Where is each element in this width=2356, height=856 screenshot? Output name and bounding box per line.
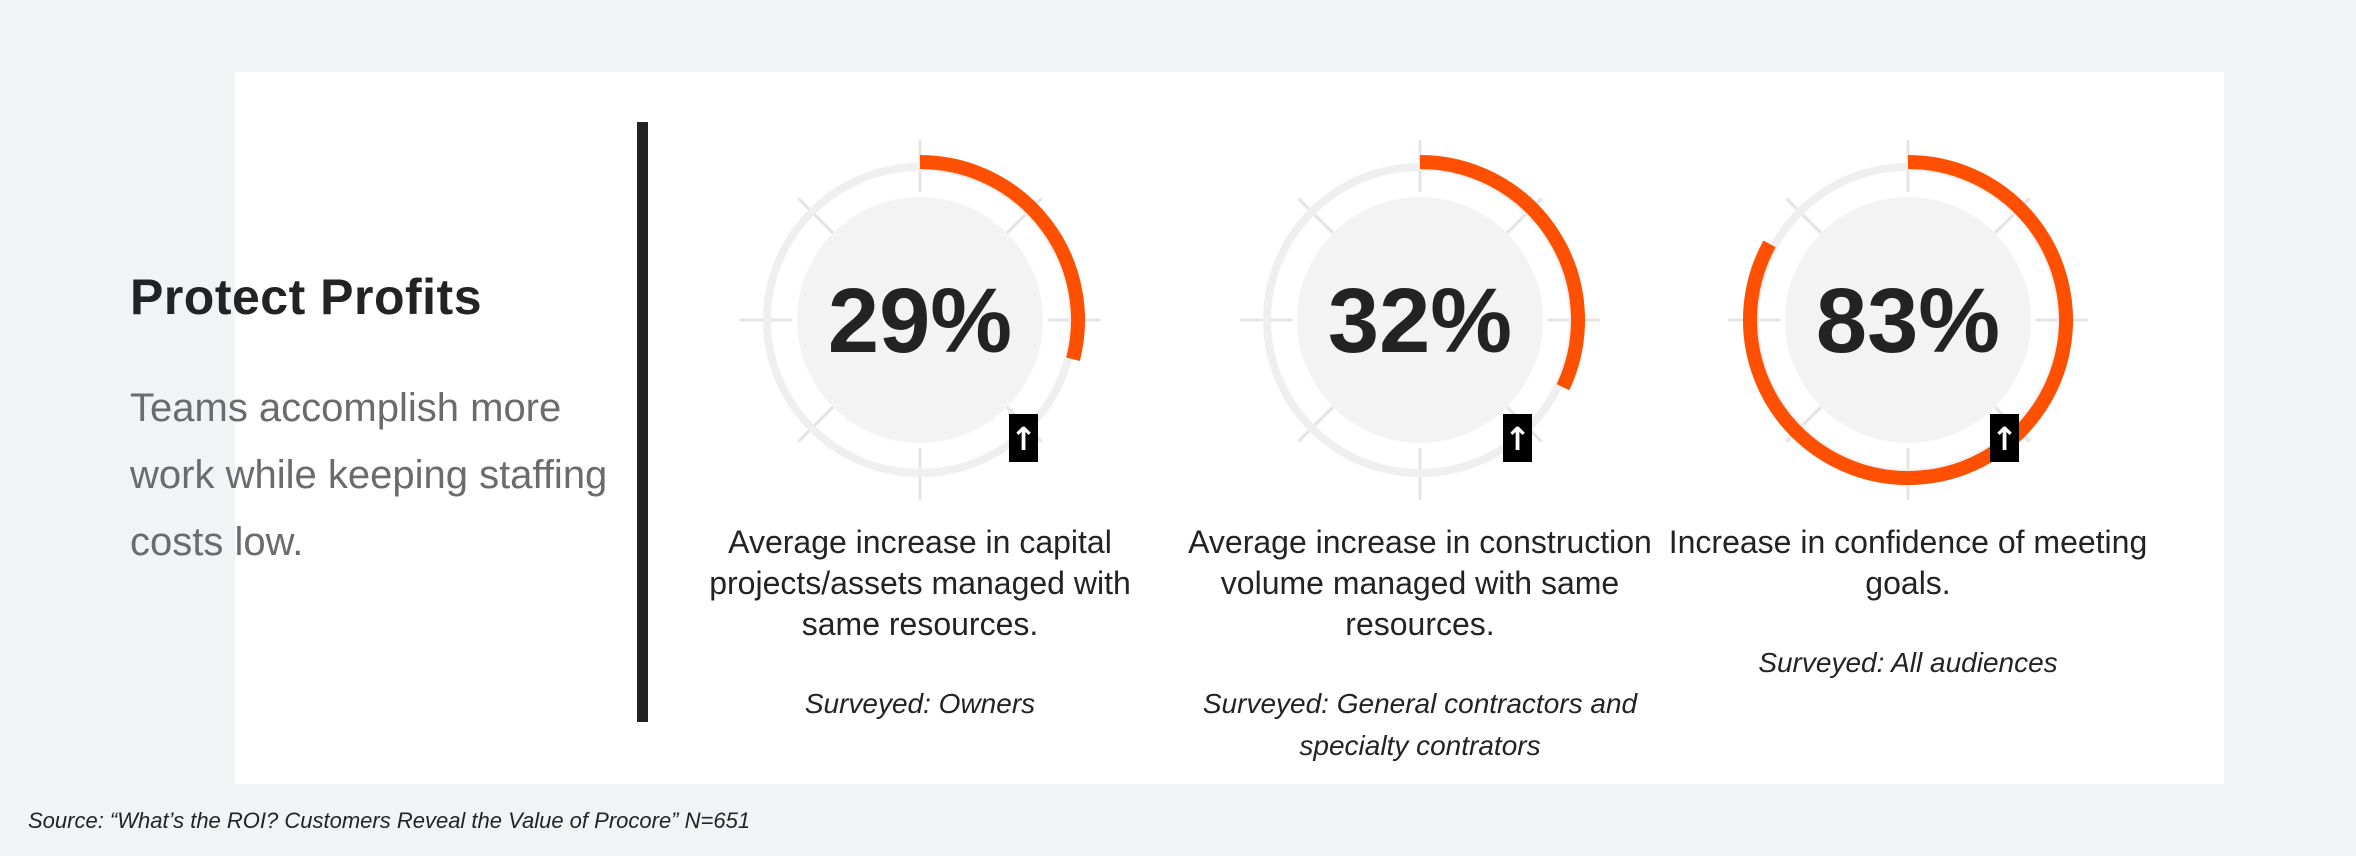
- gauge-tick: [797, 403, 837, 443]
- arrow-up-icon: ↑: [1991, 420, 2018, 458]
- metric-description: Average increase in capital projects/ass…: [709, 524, 1131, 642]
- gauge-inner-disc: [797, 197, 1043, 443]
- gauge-tick: [1297, 403, 1337, 443]
- gauge-value-arc: [919, 155, 1085, 362]
- metric-surveyed: Surveyed: All audiences: [1758, 647, 2058, 678]
- gauge-inner-disc: [1785, 197, 2031, 443]
- arrow-up-icon: ↑: [1504, 420, 1531, 458]
- metric-description: Average increase in construction volume …: [1188, 524, 1652, 642]
- metric-value: 83%: [1816, 270, 2000, 372]
- source-footnote: Source: “What’s the ROI? Customers Revea…: [28, 808, 751, 833]
- gauge-inner-disc: [1297, 197, 1543, 443]
- gauge-tick: [1297, 197, 1337, 237]
- trend-badge: [1990, 414, 2019, 462]
- metric-construction-volume: 32% ↑ Average increase in construction v…: [1170, 0, 1670, 856]
- metric-value: 29%: [828, 270, 1012, 372]
- gauge-tick: [1785, 197, 1825, 237]
- radial-gauge-0: 29% ↑: [740, 140, 1100, 500]
- arrow-up-icon: ↑: [1010, 420, 1037, 458]
- radial-gauge-2: 83% ↑: [1728, 140, 2088, 500]
- gauge-value-arc: [1743, 155, 2073, 485]
- metric-surveyed: Surveyed: General contractors and specia…: [1202, 688, 1638, 761]
- metric-description: Increase in confidence of meeting goals.: [1668, 524, 2148, 601]
- trend-badge: [1009, 414, 1038, 462]
- metric-confidence: 83% ↑ Increase in confidence of meeting …: [1658, 0, 2158, 856]
- radial-gauge-1: 32% ↑: [1240, 140, 1600, 500]
- metric-capital-projects: 29% ↑ Average increase in capital projec…: [670, 0, 1170, 856]
- metric-value: 32%: [1328, 270, 1512, 372]
- trend-badge: [1503, 414, 1532, 462]
- gauge-value-arc: [1419, 155, 1585, 391]
- section-subtitle: Teams accomplish more work while keeping…: [130, 386, 608, 564]
- section-title: Protect Profits: [130, 269, 483, 325]
- metric-surveyed: Surveyed: Owners: [804, 688, 1036, 719]
- vertical-divider: [637, 122, 648, 722]
- gauge-tick: [797, 197, 837, 237]
